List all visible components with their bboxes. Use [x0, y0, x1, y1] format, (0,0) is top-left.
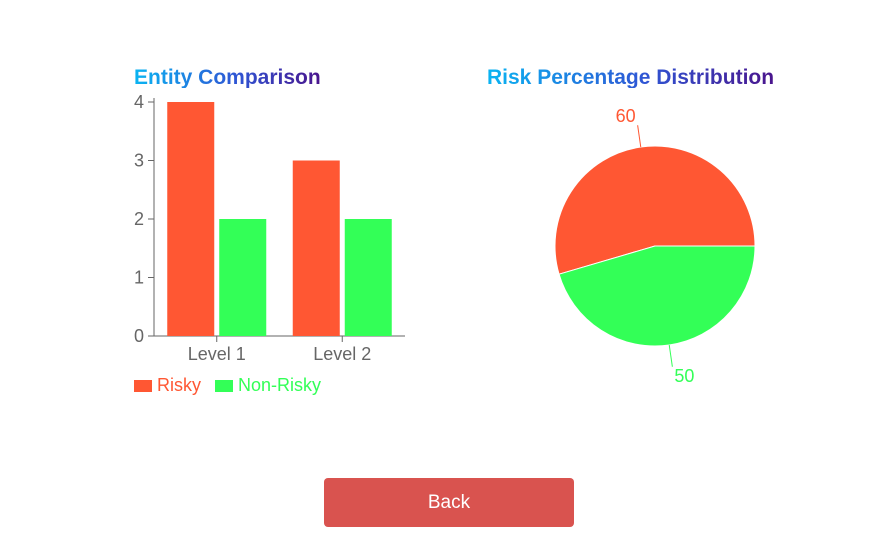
y-tick-label: 2	[134, 209, 144, 229]
y-tick-label: 1	[134, 268, 144, 288]
legend-label-risky: Risky	[157, 375, 201, 395]
y-tick-label: 4	[134, 92, 144, 112]
pie-slice-label: 50	[674, 366, 694, 386]
bar-risky	[167, 102, 215, 336]
legend-item-non-risky: Non-Risky	[215, 375, 321, 396]
pie-slice-risky	[554, 145, 756, 275]
bar-non-risky	[344, 219, 392, 336]
legend-label-non-risky: Non-Risky	[238, 375, 322, 395]
bar-non-risky	[219, 219, 267, 336]
legend-swatch-non-risky	[215, 379, 233, 392]
back-button[interactable]: Back	[324, 478, 574, 527]
y-tick-label: 0	[134, 326, 144, 346]
legend-item-risky: Risky	[134, 375, 201, 396]
x-tick-label: Level 2	[313, 344, 371, 364]
pie-label-leader	[637, 125, 642, 148]
bar-chart-title: Entity Comparison	[134, 66, 321, 89]
bar-chart-legend: Risky Non-Risky	[134, 375, 335, 396]
pie-slice-label: 60	[616, 106, 636, 126]
pie-label-leader	[668, 344, 673, 367]
pie-chart-title: Risk Percentage Distribution	[487, 66, 775, 89]
y-tick-label: 3	[134, 151, 144, 171]
bar-risky	[292, 160, 340, 336]
legend-swatch-risky	[134, 379, 152, 392]
x-tick-label: Level 1	[188, 344, 246, 364]
pie-slice-non-risky	[558, 245, 756, 347]
